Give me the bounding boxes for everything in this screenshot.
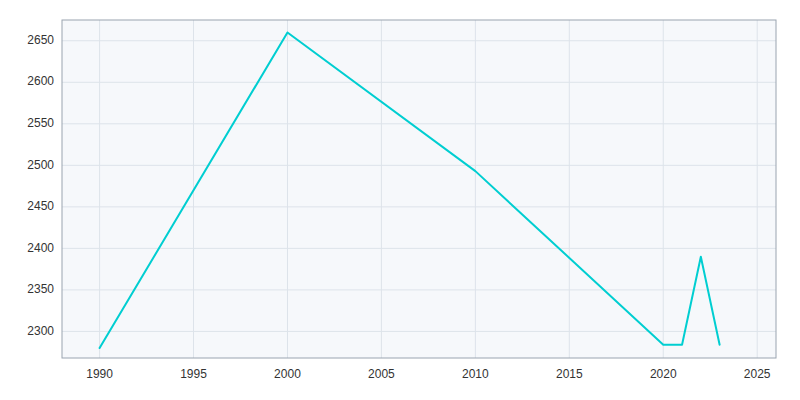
y-tick-label: 2400	[27, 241, 54, 255]
x-tick-label: 1995	[180, 367, 207, 381]
y-tick-label: 2650	[27, 33, 54, 47]
x-tick-label: 2005	[368, 367, 395, 381]
x-tick-label: 1990	[86, 367, 113, 381]
y-grid-line	[62, 248, 776, 249]
x-grid-line	[569, 20, 570, 358]
x-tick-label: 2020	[650, 367, 677, 381]
x-grid-line	[99, 20, 100, 358]
x-grid-line	[757, 20, 758, 358]
x-grid-line	[381, 20, 382, 358]
x-grid-line	[663, 20, 664, 358]
line	[100, 32, 720, 348]
x-tick-label: 2000	[274, 367, 301, 381]
y-grid-line	[62, 165, 776, 166]
x-grid-line	[287, 20, 288, 358]
grid	[62, 20, 776, 358]
y-grid-line	[62, 331, 776, 332]
x-grid-line	[475, 20, 476, 358]
x-tick-label: 2010	[462, 367, 489, 381]
y-tick-label: 2550	[27, 116, 54, 130]
y-grid-line	[62, 123, 776, 124]
y-tick-label: 2450	[27, 199, 54, 213]
tick-labels: 1990 1995 2000 2005 2010 2015 2020 2025 2300 2350…	[27, 33, 771, 381]
y-grid-line	[62, 40, 776, 41]
y-tick-label: 2300	[27, 324, 54, 338]
y-tick-label: 2600	[27, 74, 54, 88]
plot-area	[62, 20, 776, 358]
y-tick-label: 2500	[27, 158, 54, 172]
chart: 1990 1995 2000 2005 2010 2015 2020 2025 2300 2350…	[0, 0, 800, 400]
plot-frame	[62, 20, 776, 358]
y-tick-label: 2350	[27, 282, 54, 296]
y-grid-line	[62, 82, 776, 83]
x-tick-label: 2015	[556, 367, 583, 381]
marks	[100, 32, 720, 348]
x-tick-label: 2025	[744, 367, 771, 381]
y-grid-line	[62, 289, 776, 290]
y-grid-line	[62, 206, 776, 207]
